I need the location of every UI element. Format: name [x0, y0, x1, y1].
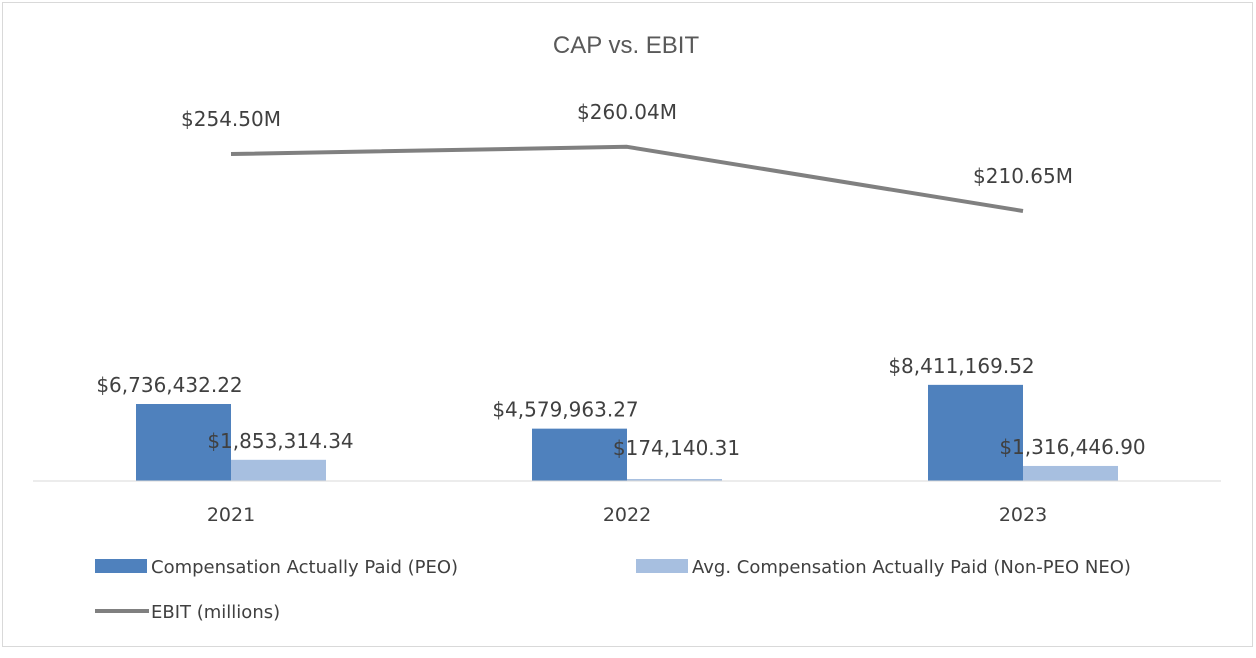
legend-swatch-0 [95, 559, 147, 573]
bar-peo-2022 [532, 428, 627, 481]
legend-label-0: Compensation Actually Paid (PEO) [151, 557, 458, 578]
chart-title: CAP vs. EBIT [553, 32, 700, 59]
data-label-non-peo-2023: $1,316,446.90 [999, 435, 1145, 459]
bar-peo-2021 [136, 404, 231, 481]
legend-label-2: EBIT (millions) [151, 602, 280, 623]
data-label-non-peo-2021: $1,853,314.34 [207, 429, 353, 453]
data-label-peo-2022: $4,579,963.27 [492, 398, 638, 422]
ebit-line [230, 144, 1024, 213]
bar-non-peo-2022 [627, 479, 722, 481]
data-label-ebit-2023: $210.65M [973, 164, 1073, 188]
x-tick-label-2022: 2022 [603, 504, 651, 526]
bar-non-peo-2023 [1023, 465, 1118, 481]
data-label-ebit-2021: $254.50M [181, 107, 281, 131]
data-label-ebit-2022: $260.04M [577, 100, 677, 124]
data-label-peo-2023: $8,411,169.52 [888, 354, 1034, 378]
x-tick-label-2023: 2023 [999, 504, 1047, 526]
data-label-non-peo-2022: $174,140.31 [613, 436, 740, 460]
chart-canvas: CAP vs. EBIT $6,736,432.22 $1,853,314.34 $… [33, 32, 1221, 623]
chart-frame: CAP vs. EBIT $6,736,432.22 $1,853,314.34 $… [2, 2, 1253, 647]
bar-peo-2023 [928, 384, 1023, 481]
legend-swatch-1 [636, 559, 688, 573]
data-label-peo-2021: $6,736,432.22 [96, 373, 242, 397]
bar-non-peo-2021 [231, 459, 326, 481]
legend-label-1: Avg. Compensation Actually Paid (Non-PEO… [692, 557, 1131, 578]
x-tick-label-2021: 2021 [207, 504, 255, 526]
